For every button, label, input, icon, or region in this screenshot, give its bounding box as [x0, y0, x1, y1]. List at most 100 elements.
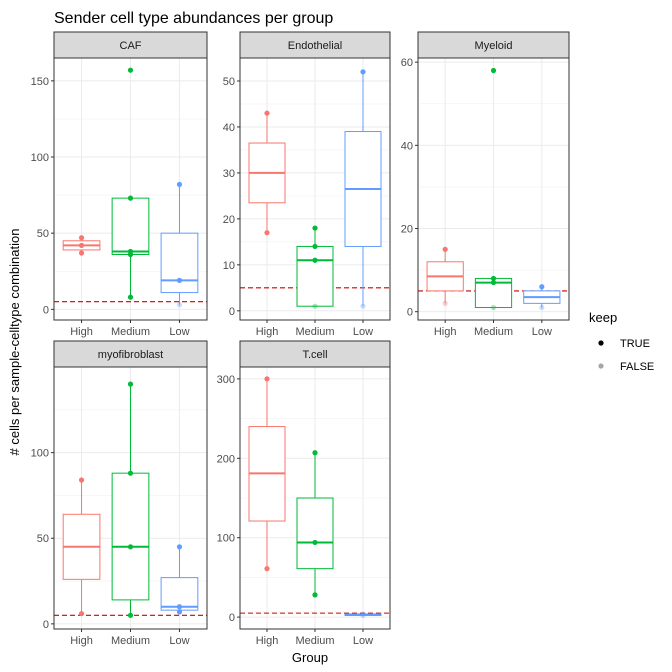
data-point [360, 612, 366, 619]
facet-strip-label: myofibroblast [98, 349, 163, 361]
x-tick-label: Medium [295, 635, 334, 647]
data-point [539, 304, 545, 311]
y-tick-label: 150 [31, 76, 49, 88]
data-point [490, 304, 497, 311]
y-tick-label: 0 [229, 612, 235, 624]
x-axis-title: Group [292, 650, 328, 665]
panel-myofibroblast: 0 50 100 myofibroblast High Medium Low [31, 340, 208, 647]
x-tick-label: Low [353, 635, 373, 647]
y-tick-label: 300 [217, 374, 235, 386]
facet-strip [239, 31, 391, 59]
data-point [127, 67, 134, 73]
facet-strip [417, 31, 570, 59]
data-point [264, 230, 270, 236]
data-point [312, 450, 318, 456]
box-iqr [111, 472, 150, 601]
facet-strip [53, 340, 208, 368]
y-tick-label: 0 [229, 306, 235, 318]
data-point [127, 544, 134, 550]
data-point [78, 242, 85, 248]
data-point [127, 470, 134, 476]
box-medium [474, 67, 513, 311]
x-tick-label: High [70, 635, 93, 647]
facet-panels: 0 50 100 150 CAF High Medium Low 0 10 20 30 40 50 Endo… [31, 31, 570, 647]
data-point [127, 612, 134, 618]
data-point [312, 243, 318, 250]
y-tick-label: 0 [43, 304, 49, 316]
data-point [176, 302, 183, 308]
legend-key-true [598, 340, 604, 346]
legend: keep TRUE FALSE [589, 310, 654, 373]
data-point [490, 67, 497, 74]
y-tick-label: 10 [223, 260, 235, 272]
data-point [360, 611, 366, 617]
facet-strip-label: T.cell [302, 349, 327, 361]
box-iqr [160, 232, 199, 294]
box-low [160, 181, 199, 308]
box-high [426, 246, 464, 306]
data-point [539, 284, 545, 290]
data-point [127, 381, 134, 387]
data-point [442, 246, 448, 252]
facet-strip-label: Endothelial [288, 40, 342, 52]
facet-strip-label: Myeloid [475, 40, 513, 52]
data-point [312, 539, 318, 546]
facet-strip [53, 31, 208, 59]
x-tick-label: High [256, 635, 279, 647]
data-point [312, 257, 318, 263]
y-tick-label: 50 [37, 228, 49, 240]
data-point [312, 303, 318, 309]
box-medium [296, 450, 334, 598]
x-tick-label: Low [353, 326, 373, 338]
y-tick-label: 40 [223, 122, 235, 134]
x-tick-label: High [434, 326, 457, 338]
data-point [442, 300, 448, 306]
x-tick-label: High [256, 326, 279, 338]
box-iqr [296, 497, 334, 570]
y-tick-label: 20 [401, 224, 413, 236]
data-point [127, 294, 134, 300]
legend-key-false [598, 363, 604, 369]
panel-caf: 0 50 100 150 CAF High Medium Low [31, 31, 208, 338]
x-tick-label: Medium [111, 635, 150, 647]
y-tick-label: 200 [217, 453, 235, 465]
x-tick-label: Medium [474, 326, 513, 338]
x-tick-label: Low [169, 326, 189, 338]
legend-title: keep [589, 310, 617, 325]
x-tick-label: Medium [295, 326, 334, 338]
box-iqr [296, 245, 334, 307]
box-high [248, 110, 286, 236]
box-high [248, 376, 286, 572]
y-tick-label: 100 [31, 448, 49, 460]
data-point [264, 566, 270, 572]
y-tick-label: 60 [401, 57, 413, 69]
legend-label-false: FALSE [620, 361, 654, 373]
data-point [127, 251, 134, 258]
data-point [176, 609, 183, 615]
data-point [312, 592, 318, 598]
box-high [62, 235, 101, 256]
x-tick-label: Medium [111, 326, 150, 338]
y-tick-label: 100 [217, 533, 235, 545]
data-point [312, 225, 318, 231]
data-point [490, 279, 497, 286]
box-low [344, 69, 382, 309]
data-point [176, 604, 183, 610]
y-tick-label: 40 [401, 140, 413, 152]
data-point [78, 250, 85, 256]
y-tick-label: 50 [223, 76, 235, 88]
facet-strip-label: CAF [120, 40, 142, 52]
data-point [264, 376, 270, 382]
box-high [62, 477, 101, 617]
panel-myeloid: 0 20 40 60 Myeloid High Medium Low [401, 31, 570, 338]
facet-strip [239, 340, 391, 368]
box-medium [296, 225, 334, 309]
data-point [127, 195, 134, 201]
chart-title: Sender cell type abundances per group [54, 10, 333, 27]
y-tick-label: 0 [407, 307, 413, 319]
box-medium [111, 67, 150, 300]
data-point [78, 610, 85, 617]
y-tick-label: 20 [223, 214, 235, 226]
legend-label-true: TRUE [620, 338, 650, 350]
data-point [264, 110, 270, 116]
